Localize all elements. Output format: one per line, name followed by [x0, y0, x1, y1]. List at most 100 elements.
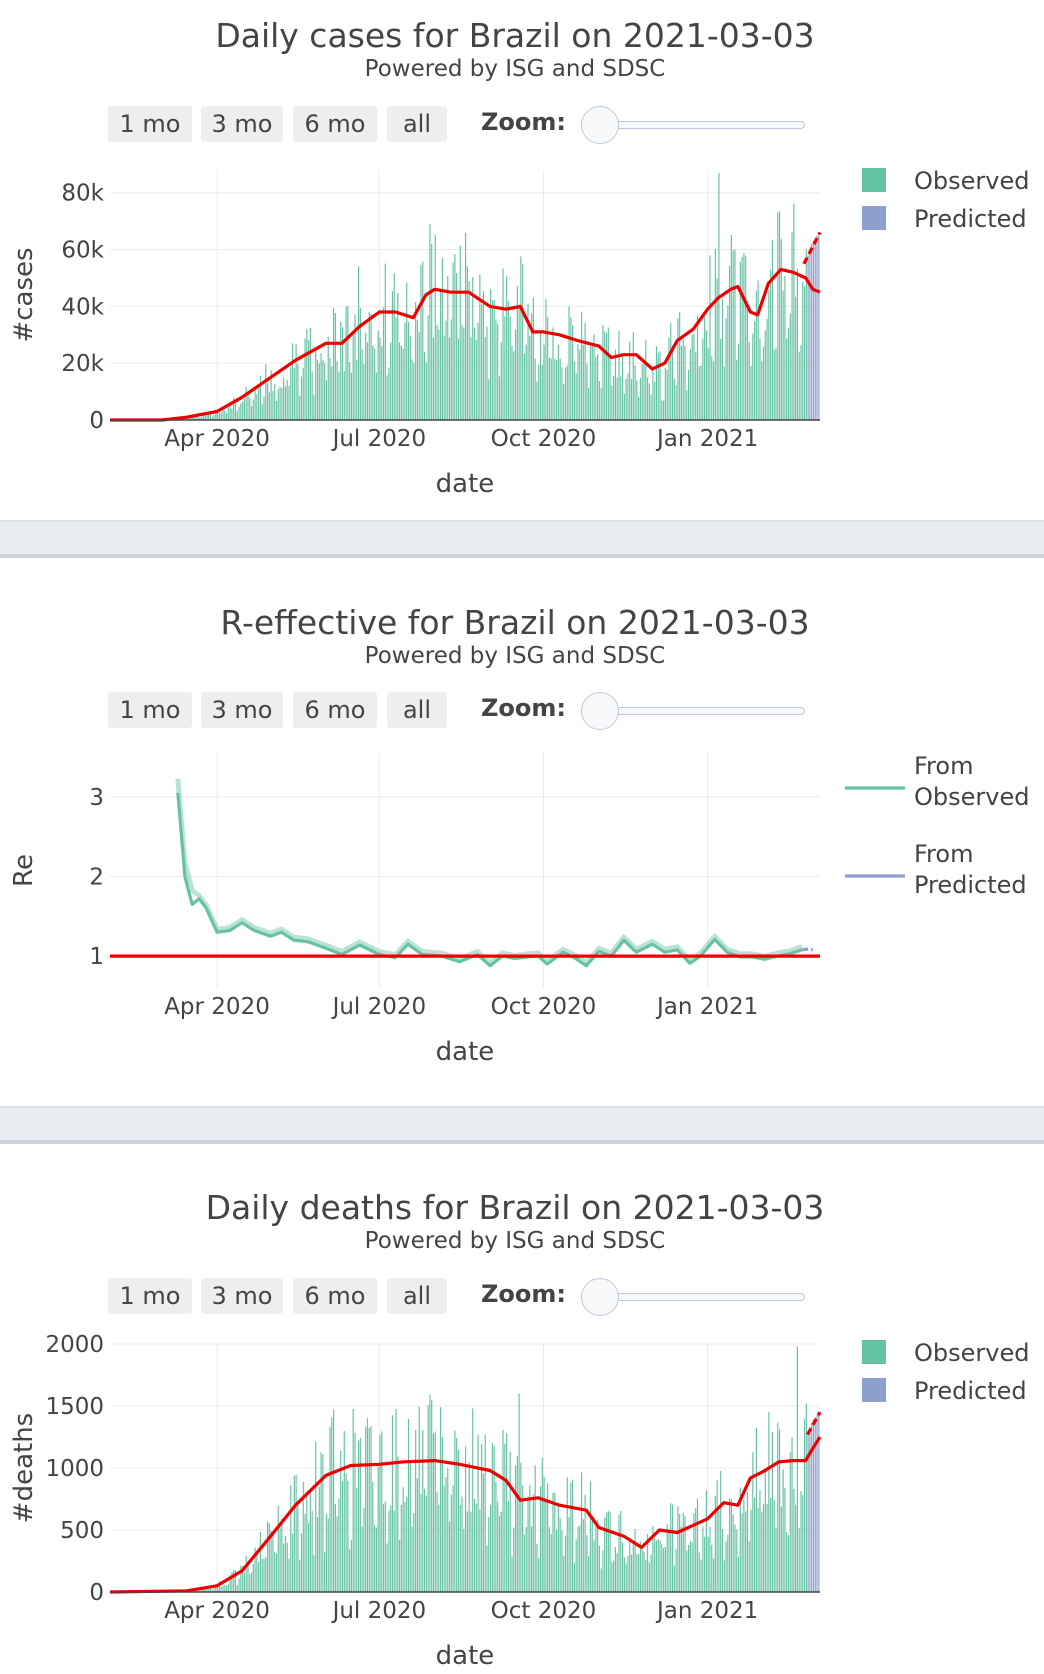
observed-bar [315, 1441, 317, 1592]
observed-bar [225, 413, 228, 420]
observed-bar [746, 308, 749, 420]
observed-bar [627, 373, 629, 420]
observed-bar [325, 1514, 328, 1592]
observed-bar [803, 286, 806, 420]
observed-bar [693, 333, 695, 420]
observed-bar [350, 1540, 353, 1592]
observed-bar [334, 1503, 336, 1592]
observed-bar [484, 336, 486, 420]
observed-bar [691, 335, 693, 420]
reff-axes: Apr 2020 Jul 2020 Oct 2020 Jan 2021 1 2 3 date R… [9, 785, 758, 1067]
observed-bar [737, 1556, 740, 1592]
y-tick-label: 3 [89, 785, 104, 811]
observed-bar [664, 1546, 666, 1592]
zoom-slider-knob[interactable] [581, 1278, 619, 1316]
observed-bar [336, 1516, 338, 1592]
observed-bar [372, 345, 374, 420]
observed-bar [561, 1530, 563, 1592]
observed-bar [234, 1570, 237, 1592]
reff-chart-subtitle: Powered by ISG and SDSC [364, 643, 666, 669]
observed-bar [447, 276, 449, 420]
range-button-6mo[interactable]: 6 mo [293, 106, 377, 142]
observed-bar [281, 388, 283, 420]
observed-bar [200, 1589, 203, 1592]
observed-bar [552, 1493, 554, 1592]
observed-bar [698, 366, 700, 420]
x-tick-label: Oct 2020 [491, 994, 597, 1020]
range-button-6mo[interactable]: 6 mo [293, 692, 377, 728]
observed-bar [290, 367, 292, 420]
observed-bar [513, 351, 515, 420]
observed-bar [539, 332, 542, 420]
observed-bar [686, 1550, 688, 1592]
observed-bar [632, 1543, 634, 1592]
observed-bar [805, 1403, 807, 1592]
range-button-3mo[interactable]: 3 mo [201, 106, 283, 142]
observed-bar [363, 363, 365, 420]
observed-bar [247, 392, 249, 420]
observed-bar [670, 322, 672, 420]
range-button-all[interactable]: all [387, 1278, 447, 1314]
observed-bar [416, 1478, 419, 1592]
observed-bar [493, 1446, 495, 1592]
observed-bar [543, 1476, 545, 1592]
range-button-3mo[interactable]: 3 mo [201, 692, 283, 728]
zoom-slider-knob[interactable] [581, 692, 619, 730]
observed-bar [279, 386, 281, 420]
observed-bar [413, 1513, 415, 1592]
observed-bar [272, 1533, 274, 1592]
observed-bar [632, 332, 634, 420]
range-button-all[interactable]: all [387, 692, 447, 728]
observed-bar [366, 1418, 369, 1592]
observed-bar [514, 1465, 517, 1592]
observed-bar [388, 367, 390, 420]
legend-label: Observed [914, 1339, 1029, 1367]
observed-bar [227, 407, 229, 420]
range-button-1mo[interactable]: 1 mo [108, 692, 192, 728]
observed-bar [532, 1494, 534, 1592]
range-button-3mo[interactable]: 3 mo [201, 1278, 283, 1314]
observed-bar [407, 1418, 410, 1592]
observed-bar [625, 378, 627, 420]
observed-bar [497, 1501, 499, 1592]
observed-bar [621, 1542, 624, 1592]
range-button-all[interactable]: all [387, 106, 447, 142]
observed-bar [284, 1536, 287, 1592]
range-button-6mo[interactable]: 6 mo [293, 1278, 377, 1314]
range-button-1mo[interactable]: 1 mo [108, 106, 192, 142]
observed-bar [778, 211, 781, 420]
observed-bar [563, 1555, 565, 1592]
observed-bar [488, 379, 490, 420]
observed-bar [318, 363, 320, 420]
observed-bar [288, 1558, 290, 1592]
observed-bar [696, 315, 699, 420]
observed-bar [343, 370, 345, 420]
observed-bar [395, 1408, 397, 1592]
observed-bar [732, 1514, 734, 1592]
deaths-legend: Observed Predicted [862, 1339, 1029, 1405]
observed-bar [265, 363, 267, 420]
observed-bar [541, 1457, 543, 1592]
observed-bar [609, 1511, 611, 1592]
observed-bar [368, 1428, 370, 1592]
range-button-1mo[interactable]: 1 mo [108, 1278, 192, 1314]
observed-bar [568, 306, 570, 420]
zoom-slider-knob[interactable] [581, 106, 619, 144]
observed-bar [564, 367, 567, 420]
reff-lines [110, 778, 820, 968]
cases-predicted-bars [807, 232, 820, 420]
observed-bar [340, 1450, 342, 1592]
observed-bar [711, 1544, 713, 1592]
observed-bar [465, 1446, 467, 1592]
observed-bar [295, 344, 297, 420]
observed-bar [791, 232, 793, 420]
observed-bar [366, 342, 369, 420]
observed-bar [700, 1559, 702, 1592]
observed-bar [420, 1494, 422, 1592]
observed-bar [741, 1513, 743, 1592]
observed-bar [220, 412, 222, 420]
observed-bar [579, 1525, 581, 1592]
observed-bar [605, 333, 608, 420]
observed-bar [588, 387, 590, 420]
observed-bar [359, 308, 361, 420]
